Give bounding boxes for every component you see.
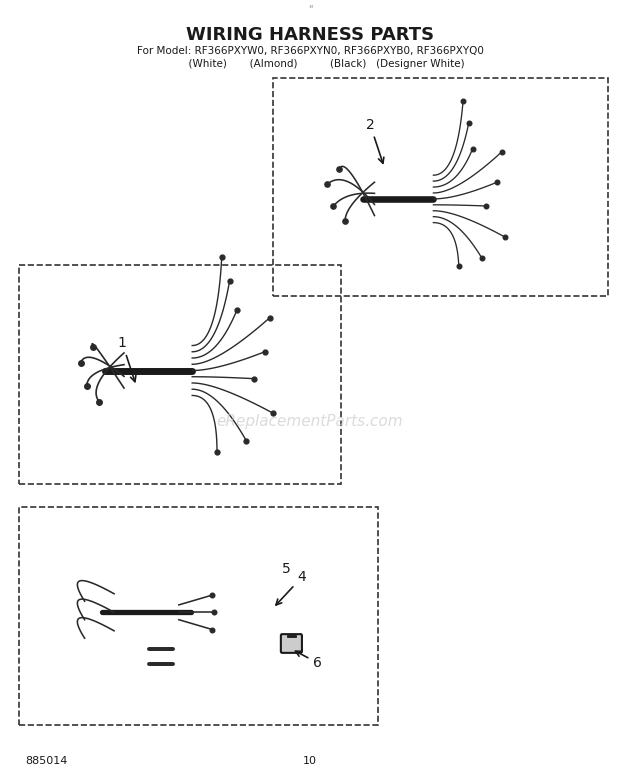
Bar	[19, 507, 378, 725]
Bar	[273, 78, 608, 296]
Text: (White)       (Almond)          (Black)   (Designer White): (White) (Almond) (Black) (Designer White…	[156, 59, 464, 69]
Text: 6: 6	[296, 651, 322, 670]
Text: 885014: 885014	[25, 756, 67, 765]
Text: For Model: RF366PXYW0, RF366PXYN0, RF366PXYB0, RF366PXYQ0: For Model: RF366PXYW0, RF366PXYN0, RF366…	[136, 46, 484, 55]
Text: 5: 5	[282, 562, 291, 576]
Text: eReplacementParts.com: eReplacementParts.com	[216, 413, 404, 429]
Text: ": "	[308, 5, 312, 14]
Text: 2: 2	[366, 118, 384, 163]
Text: 4: 4	[276, 570, 306, 605]
Text: 10: 10	[303, 756, 317, 765]
FancyBboxPatch shape	[281, 634, 302, 653]
Text: WIRING HARNESS PARTS: WIRING HARNESS PARTS	[186, 26, 434, 44]
Bar	[19, 265, 341, 484]
Text: 1: 1	[118, 336, 136, 381]
